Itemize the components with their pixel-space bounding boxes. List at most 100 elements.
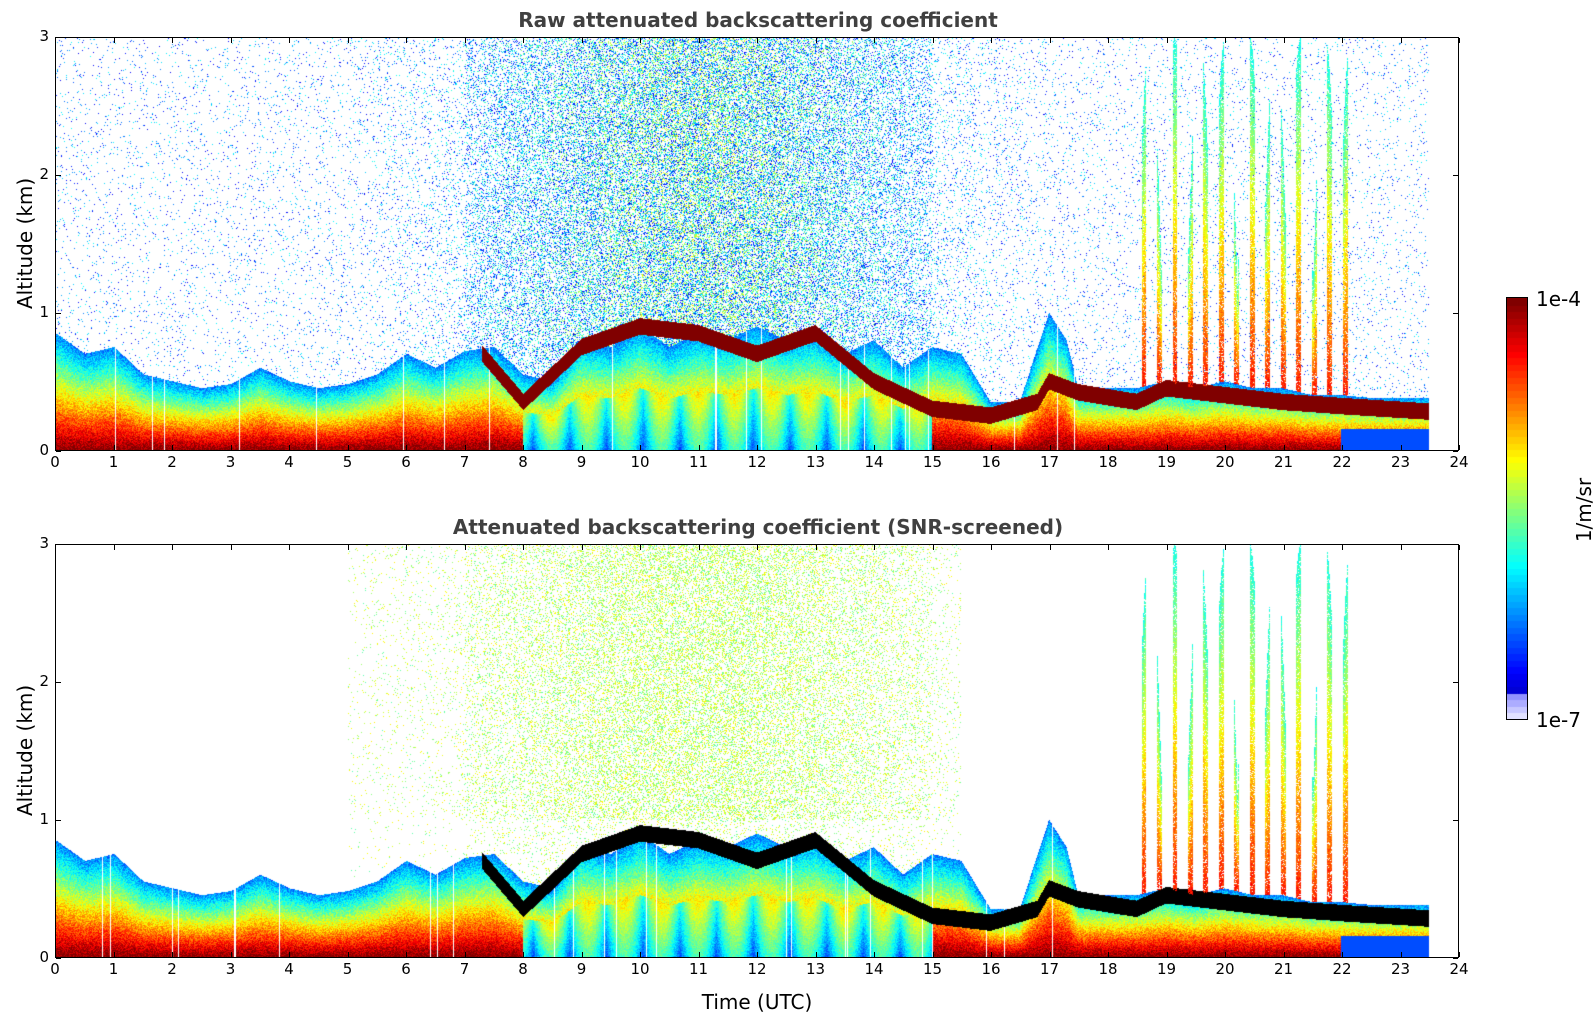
x-tick-mark (523, 38, 524, 43)
x-tick-label: 9 (576, 453, 587, 471)
x-tick-label: 12 (747, 453, 767, 471)
x-tick-mark (1225, 38, 1226, 43)
x-tick-label: 22 (1332, 960, 1352, 978)
x-tick-label: 11 (688, 960, 709, 978)
x-tick-mark (1049, 38, 1051, 43)
x-tick-mark (640, 545, 641, 550)
panel1-heatmap-canvas (56, 38, 1458, 450)
x-tick-label: 13 (805, 960, 826, 978)
x-tick-label: 19 (1156, 960, 1177, 978)
panel2-heatmap-canvas (56, 545, 1458, 957)
x-tick-mark (1400, 38, 1402, 43)
x-tick-mark (1459, 545, 1460, 550)
x-tick-mark (757, 952, 758, 957)
x-tick-mark (523, 445, 524, 450)
x-tick-label: 7 (459, 960, 470, 978)
x-tick-mark (1049, 545, 1051, 550)
x-tick-mark (55, 38, 56, 43)
x-tick-mark (113, 952, 115, 957)
x-tick-mark (1225, 445, 1226, 450)
x-tick-mark (932, 545, 934, 550)
x-tick-mark (1166, 952, 1168, 957)
x-tick-mark (932, 38, 934, 43)
x-tick-mark (1225, 952, 1226, 957)
x-tick-label: 15 (922, 453, 943, 471)
x-tick-mark (640, 38, 641, 43)
x-tick-mark (815, 545, 817, 550)
x-tick-mark (464, 445, 466, 450)
x-tick-label: 5 (342, 960, 353, 978)
x-tick-mark (991, 952, 992, 957)
x-tick-mark (1342, 545, 1343, 550)
x-tick-mark (289, 545, 290, 550)
x-tick-label: 0 (50, 453, 60, 471)
x-tick-mark (698, 445, 700, 450)
x-tick-mark (523, 952, 524, 957)
x-tick-mark (347, 952, 349, 957)
x-tick-mark (347, 445, 349, 450)
x-tick-mark (406, 38, 407, 43)
x-tick-label: 8 (518, 960, 528, 978)
y-tick-mark (1453, 175, 1458, 176)
x-tick-mark (55, 445, 56, 450)
x-tick-label: 14 (864, 960, 884, 978)
x-tick-mark (1283, 445, 1285, 450)
panel1-ylabel: Altitude (km) (13, 177, 37, 309)
x-tick-mark (581, 445, 583, 450)
x-tick-label: 23 (1390, 960, 1411, 978)
x-tick-label: 16 (981, 960, 1001, 978)
x-tick-mark (1400, 952, 1402, 957)
y-tick-mark (56, 820, 61, 821)
x-tick-mark (640, 952, 641, 957)
x-tick-label: 17 (1039, 960, 1060, 978)
x-tick-mark (464, 38, 466, 43)
y-tick-label: 0 (39, 948, 49, 966)
panel2-heatmap[interactable] (55, 544, 1459, 958)
x-tick-label: 4 (284, 453, 294, 471)
x-tick-mark (289, 952, 290, 957)
y-tick-mark (1453, 820, 1458, 821)
panel2-xlabel: Time (UTC) (701, 990, 813, 1014)
x-tick-mark (289, 38, 290, 43)
x-tick-mark (1283, 952, 1285, 957)
x-tick-mark (1342, 445, 1343, 450)
x-tick-mark (1108, 38, 1109, 43)
x-tick-mark (874, 445, 875, 450)
x-tick-mark (1283, 38, 1285, 43)
x-tick-label: 1 (108, 960, 119, 978)
panel2-title: Attenuated backscattering coefficient (S… (452, 515, 1064, 539)
x-tick-mark (464, 545, 466, 550)
x-tick-mark (172, 952, 173, 957)
x-tick-mark (230, 952, 232, 957)
x-tick-label: 5 (342, 453, 353, 471)
y-tick-mark (1453, 313, 1458, 314)
x-tick-mark (874, 38, 875, 43)
x-tick-label: 15 (922, 960, 943, 978)
x-tick-mark (640, 445, 641, 450)
x-tick-mark (1283, 545, 1285, 550)
x-tick-label: 20 (1215, 453, 1235, 471)
x-tick-mark (406, 952, 407, 957)
x-tick-label: 10 (630, 453, 650, 471)
y-tick-label: 1 (39, 810, 49, 828)
x-tick-mark (874, 545, 875, 550)
x-tick-mark (55, 952, 56, 957)
y-tick-mark (56, 451, 61, 452)
x-tick-mark (464, 952, 466, 957)
y-tick-mark (56, 682, 61, 683)
x-tick-mark (523, 545, 524, 550)
x-tick-mark (698, 38, 700, 43)
y-tick-label: 3 (39, 534, 49, 552)
x-tick-label: 13 (805, 453, 826, 471)
x-tick-label: 8 (518, 453, 528, 471)
x-tick-label: 18 (1098, 453, 1118, 471)
x-tick-label: 4 (284, 960, 294, 978)
x-tick-mark (230, 545, 232, 550)
x-tick-mark (55, 545, 56, 550)
panel1-heatmap[interactable] (55, 37, 1459, 451)
y-tick-label: 2 (39, 672, 49, 690)
x-tick-label: 21 (1273, 453, 1294, 471)
x-tick-label: 24 (1449, 960, 1469, 978)
colorbar-min-label: 1e-7 (1536, 708, 1581, 732)
x-tick-mark (698, 545, 700, 550)
